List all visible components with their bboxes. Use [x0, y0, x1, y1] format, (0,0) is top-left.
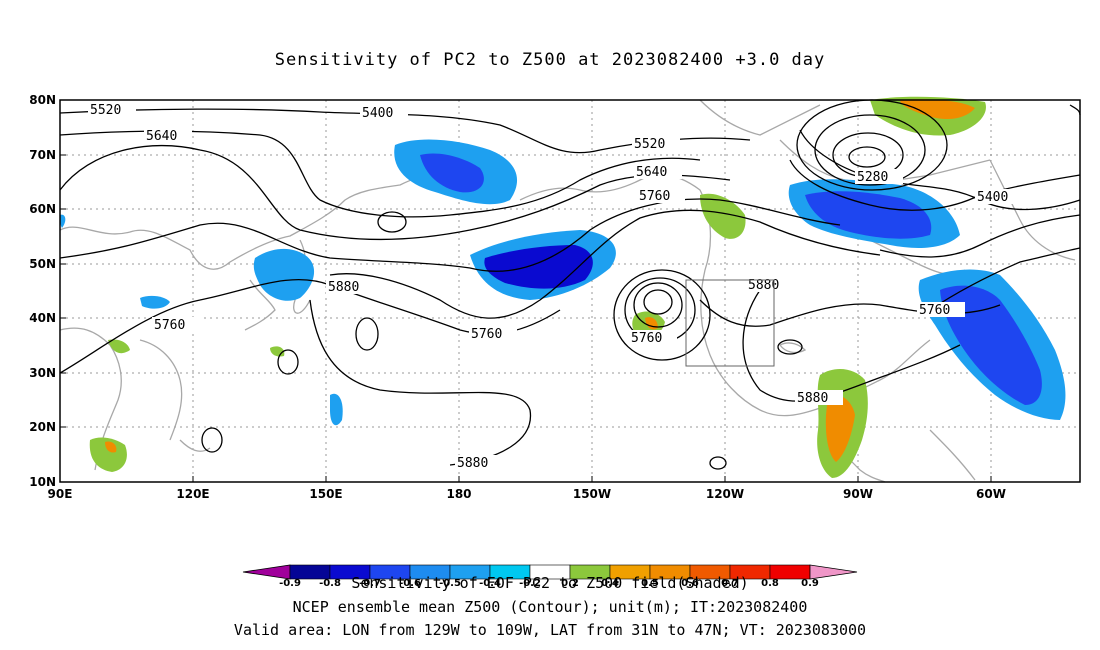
coastlines [59, 99, 1076, 483]
colorbar-tick-label: 0.8 [761, 578, 779, 589]
lon-label: 60W [976, 487, 1006, 501]
colorbar-tick-label: 0.9 [801, 578, 819, 589]
lat-label: 30N [29, 366, 56, 380]
contour-label: 5760 [471, 327, 502, 342]
contour-label: 5880 [748, 278, 779, 293]
colorbar-tick-label: -0.4 [479, 578, 501, 589]
contour-label: 5760 [919, 303, 950, 318]
colorbar-tick-label: 0.7 [721, 578, 739, 589]
contour-label: 5760 [154, 318, 185, 333]
contour-label: 5520 [634, 137, 665, 152]
contour-label: 5520 [90, 103, 121, 118]
contour-label: 5880 [797, 391, 828, 406]
map-frame [59, 99, 1081, 483]
contour-label: 5640 [146, 129, 177, 144]
colorbar: -0.9 -0.8 -0.7 -0.6 -0.5 -0.4 -0.2 0.2 0.4 0.5 0.6… [242, 564, 858, 589]
colorbar-tick-label: 0.4 [601, 578, 619, 589]
contour-label: 5280 [857, 170, 888, 185]
lon-label: 150E [309, 487, 342, 501]
contour-label: 5400 [977, 190, 1008, 205]
contour-label: 5880 [457, 456, 488, 471]
caption-shading: Sensitivity of EOF PC2 to Z500 field(Sha… [351, 574, 749, 592]
lat-label: 80N [29, 93, 56, 107]
lat-label: 50N [29, 257, 56, 271]
caption-valid-area: Valid area: LON from 129W to 109W, LAT f… [233, 621, 867, 639]
contour-label: 5640 [636, 165, 667, 180]
contour-label: 5880 [328, 280, 359, 295]
contour-label: 5760 [639, 189, 670, 204]
lon-label: 180 [446, 487, 471, 501]
colorbar-tick-label: 0.6 [681, 578, 699, 589]
colorbar-high-triangle [809, 564, 858, 580]
lat-label: 10N [29, 475, 56, 489]
lat-label: 70N [29, 148, 56, 162]
chart-title: Sensitivity of PC2 to Z500 at 2023082400… [274, 50, 826, 70]
colorbar-tick-label: 0.5 [641, 578, 659, 589]
contour-label: 5760 [631, 331, 662, 346]
valid-area-box [685, 279, 775, 367]
lon-label: 150W [573, 487, 611, 501]
contour-labels: 5520 5400 5640 5520 5640 5760 5280 5400 … [88, 102, 1023, 471]
colorbar-tick-label: -0.2 [519, 578, 541, 589]
colorbar-tick-label: -0.7 [359, 578, 381, 589]
colorbar-tick-label: -0.6 [399, 578, 421, 589]
colorbar-tick-label: 0.2 [561, 578, 579, 589]
z500-contours [59, 99, 1081, 470]
lat-label: 40N [29, 311, 56, 325]
lon-label: 90W [843, 487, 873, 501]
longitude-labels: 90E 120E 150E 180 150W 120W 90W 60W [48, 487, 1006, 501]
contour-label: 5400 [362, 106, 393, 121]
lat-label: 60N [29, 202, 56, 216]
caption-contour: NCEP ensemble mean Z500 (Contour); unit(… [292, 598, 808, 616]
lat-label: 20N [29, 420, 56, 434]
lon-label: 120E [176, 487, 209, 501]
colorbar-tick-label: -0.8 [319, 578, 341, 589]
shaded-sensitivity [60, 96, 1066, 478]
colorbar-tick-label: -0.9 [279, 578, 301, 589]
colorbar-tick-label: -0.5 [439, 578, 461, 589]
lon-label: 120W [706, 487, 744, 501]
lon-label: 90E [48, 487, 73, 501]
latitude-labels: 80N 70N 60N 50N 40N 30N 20N 10N [29, 93, 56, 489]
